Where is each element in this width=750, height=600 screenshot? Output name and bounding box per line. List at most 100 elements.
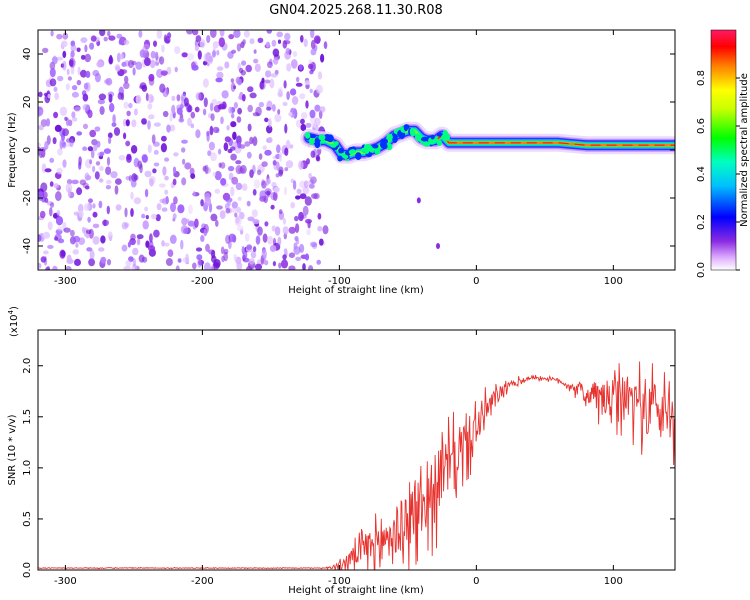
noise-speckle <box>249 38 255 45</box>
noise-speckle <box>250 250 257 259</box>
noise-speckle <box>203 97 208 108</box>
noise-speckle <box>316 259 322 265</box>
noise-speckle <box>66 138 72 143</box>
noise-speckle <box>299 243 305 253</box>
noise-speckle <box>38 91 43 98</box>
noise-speckle <box>252 136 258 147</box>
noise-speckle <box>114 185 119 195</box>
noise-speckle <box>187 105 193 113</box>
noise-speckle <box>44 168 52 173</box>
noise-speckle <box>123 266 131 270</box>
noise-speckle <box>149 178 154 187</box>
noise-speckle <box>153 149 159 155</box>
noise-speckle <box>272 48 280 57</box>
noise-speckle <box>153 122 161 127</box>
colorbar-gradient <box>710 29 737 271</box>
noise-speckle <box>115 204 122 211</box>
noise-speckle <box>232 131 237 140</box>
noise-speckle <box>107 30 111 37</box>
y-tick-label: -20 <box>22 190 33 206</box>
noise-speckle <box>98 93 107 101</box>
noise-speckle <box>42 191 48 199</box>
isolated-blip <box>416 197 421 204</box>
noise-speckle <box>106 259 112 266</box>
noise-speckle <box>212 41 219 49</box>
noise-speckle <box>99 30 106 37</box>
noise-speckle <box>267 235 274 245</box>
noise-speckle <box>53 183 59 189</box>
noise-speckle <box>187 220 195 227</box>
noise-speckle <box>127 241 131 248</box>
noise-speckle <box>160 143 167 153</box>
noise-speckle <box>210 113 215 121</box>
noise-speckle <box>172 213 177 220</box>
noise-speckle <box>220 116 224 125</box>
ridge-blob <box>437 140 443 147</box>
noise-speckle <box>220 162 226 169</box>
noise-speckle <box>82 93 89 102</box>
noise-speckle <box>252 189 257 196</box>
noise-speckle <box>241 183 248 191</box>
noise-speckle <box>118 154 126 161</box>
noise-speckle <box>219 210 226 220</box>
noise-speckle <box>47 244 54 249</box>
snr-x-label: Height of straight line (km) <box>288 585 424 596</box>
snr-panel: -300 -200 -100 0 100 0.0 0.5 1.0 1.5 2.0 Height … <box>7 306 676 596</box>
noise-speckle <box>284 147 289 156</box>
noise-speckle <box>272 160 277 166</box>
noise-speckle <box>246 200 251 207</box>
noise-speckle <box>288 226 296 234</box>
noise-speckle <box>97 99 105 105</box>
noise-speckle <box>55 229 63 235</box>
noise-speckle <box>302 205 309 216</box>
noise-speckle <box>253 49 257 54</box>
noise-speckle <box>226 125 230 131</box>
ridge-blob <box>355 152 362 161</box>
noise-speckle <box>152 168 157 174</box>
noise-speckle <box>123 132 127 140</box>
noise-speckle <box>205 243 210 252</box>
noise-speckle <box>133 108 138 116</box>
noise-speckle <box>210 213 218 222</box>
noise-speckle <box>50 202 55 208</box>
noise-speckle <box>113 127 121 136</box>
noise-speckle <box>123 39 130 45</box>
noise-speckle <box>49 207 53 217</box>
noise-speckle <box>245 64 252 73</box>
noise-speckle <box>197 258 202 268</box>
noise-speckle <box>172 178 177 186</box>
noise-speckle <box>224 136 231 143</box>
noise-speckle <box>123 82 130 90</box>
noise-speckle <box>147 144 152 154</box>
noise-speckle <box>124 207 128 218</box>
noise-speckle <box>40 256 47 263</box>
noise-speckle <box>111 122 117 127</box>
noise-speckle <box>80 54 86 60</box>
noise-speckle <box>81 226 86 234</box>
noise-speckle <box>156 30 163 39</box>
noise-speckle <box>195 92 202 101</box>
noise-speckle <box>306 228 311 236</box>
noise-speckle <box>194 44 199 52</box>
noise-speckle <box>141 118 147 125</box>
noise-speckle <box>141 213 146 219</box>
spectrogram-marks <box>38 30 675 270</box>
spectrogram-x-label: Height of straight line (km) <box>288 285 424 296</box>
noise-speckle <box>209 102 214 112</box>
noise-speckle <box>84 185 90 190</box>
noise-speckle <box>131 119 137 128</box>
noise-speckle <box>47 93 51 99</box>
noise-speckle <box>128 102 133 109</box>
noise-speckle <box>161 135 167 142</box>
noise-speckle <box>69 57 76 68</box>
noise-speckle <box>310 241 318 248</box>
noise-speckle <box>257 37 264 43</box>
noise-speckle <box>107 231 113 241</box>
noise-speckle <box>78 210 84 218</box>
noise-speckle <box>317 225 323 232</box>
noise-speckle <box>108 136 112 145</box>
noise-speckle <box>228 233 236 243</box>
noise-speckle <box>88 198 93 203</box>
noise-speckle <box>262 145 268 150</box>
noise-speckle <box>57 238 65 244</box>
